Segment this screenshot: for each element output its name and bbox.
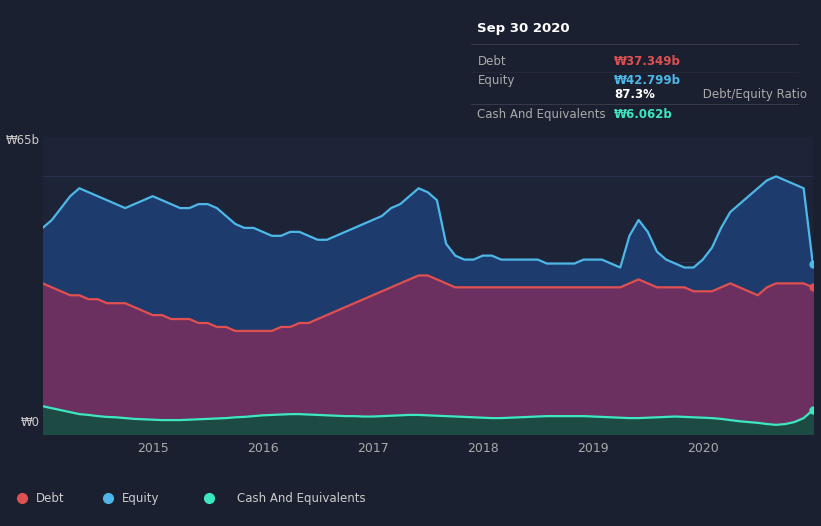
Text: ₩65b: ₩65b [6,134,39,147]
Text: ₩37.349b: ₩37.349b [614,55,681,68]
Text: Debt/Equity Ratio: Debt/Equity Ratio [699,88,807,101]
Text: Cash And Equivalents: Cash And Equivalents [236,492,365,505]
Text: Debt: Debt [478,55,506,68]
Text: ₩0: ₩0 [21,416,39,429]
Text: Equity: Equity [122,492,159,505]
Text: Debt: Debt [35,492,64,505]
Text: ₩42.799b: ₩42.799b [614,74,681,87]
Text: Equity: Equity [478,74,515,87]
Text: ₩6.062b: ₩6.062b [614,108,672,121]
Text: Sep 30 2020: Sep 30 2020 [478,22,570,35]
Text: 87.3%: 87.3% [614,88,654,101]
Text: Cash And Equivalents: Cash And Equivalents [478,108,606,121]
